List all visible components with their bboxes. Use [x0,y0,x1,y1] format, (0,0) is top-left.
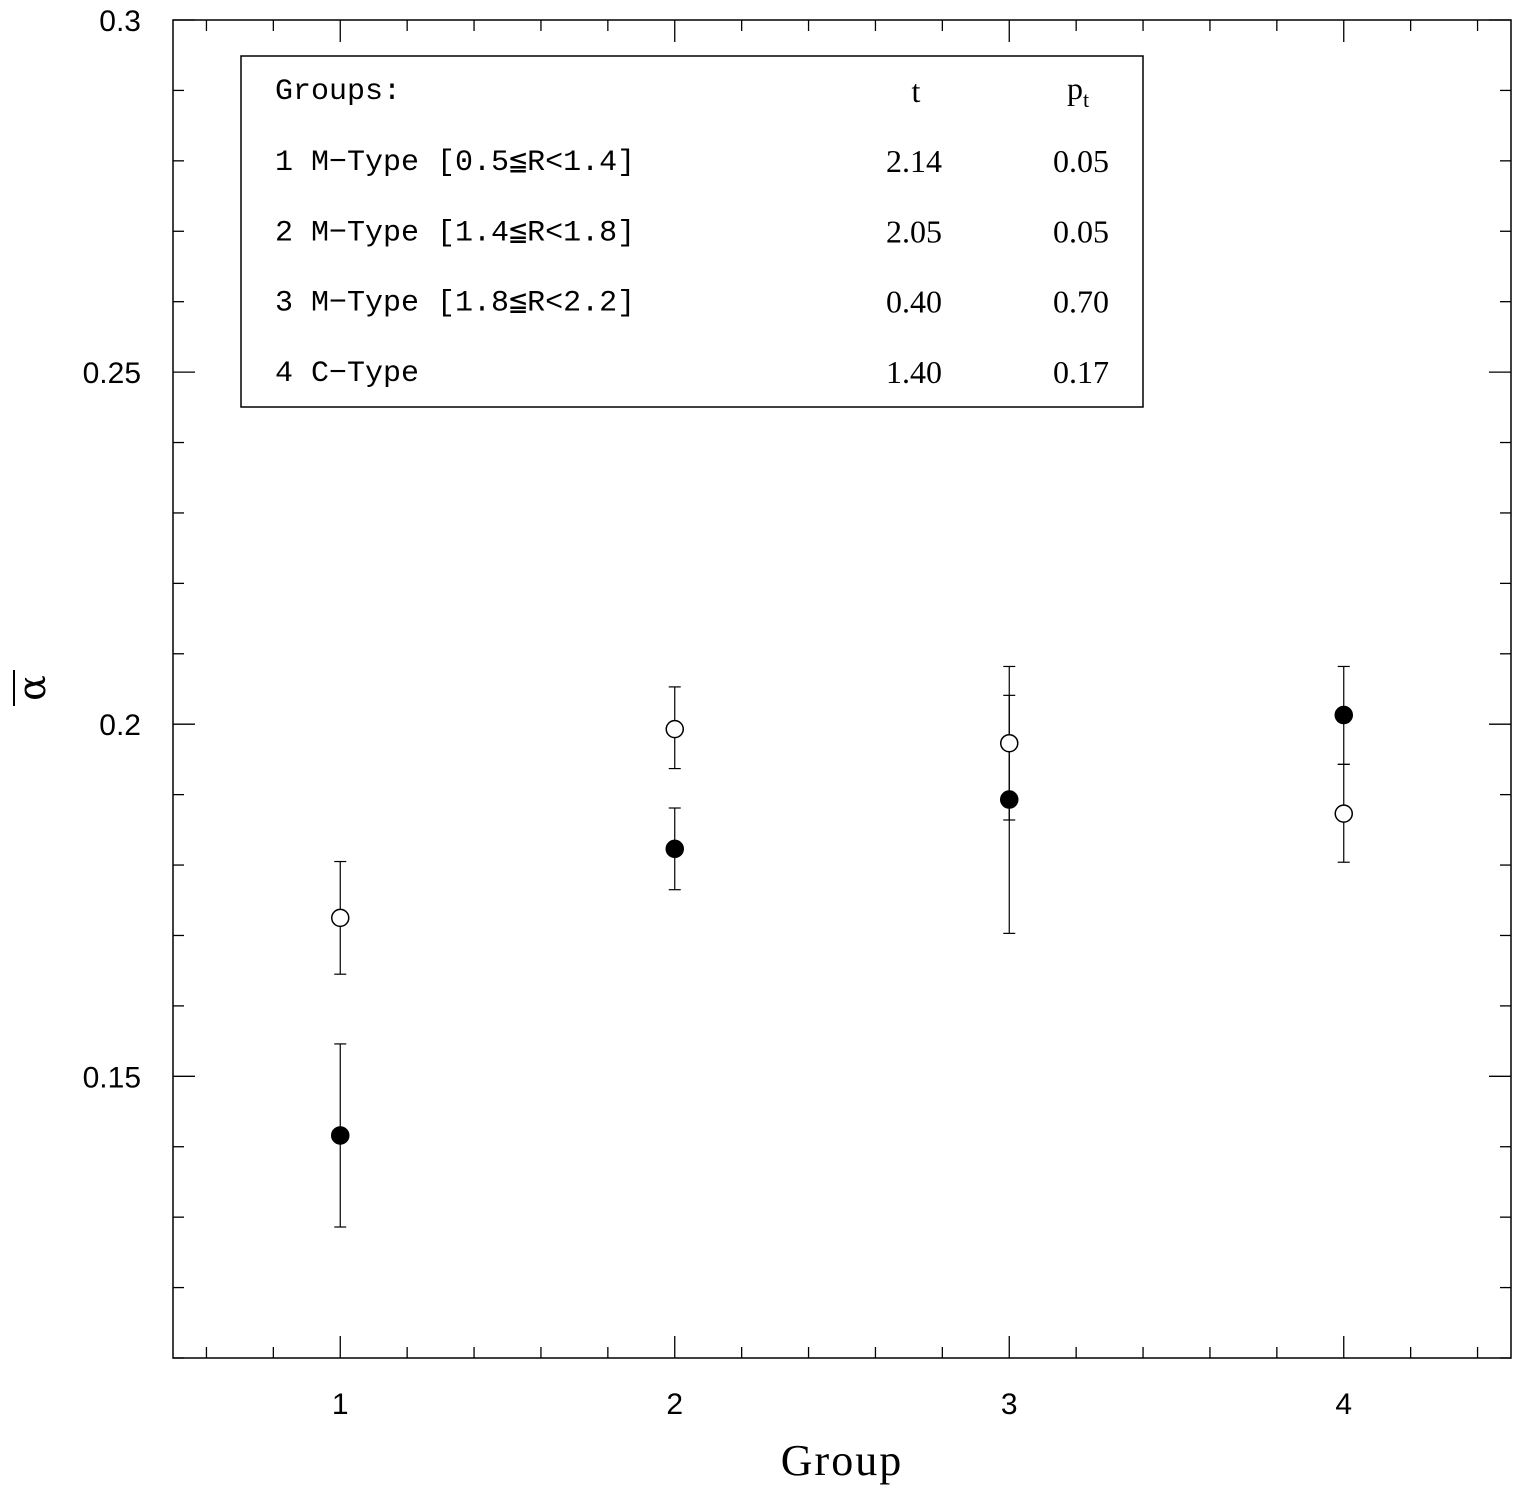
legend-box [240,55,1144,408]
y-tick-label: 0.3 [99,5,141,38]
y-tick-label: 0.15 [83,1061,141,1094]
x-axis-title: Group [781,1436,903,1485]
open-marker [665,719,684,739]
filled-marker [1000,790,1019,809]
open-marker [331,908,350,928]
legend-row-t: 1.40 [886,354,942,390]
legend-row-t: 2.14 [886,143,942,179]
legend-row-p: 0.17 [1053,354,1109,390]
error-bars [334,665,1350,1228]
y-tick-label: 0.2 [99,709,141,742]
open-marker [1334,804,1353,823]
y-tick-labels: 0.15 0.2 0.25 0.3 [83,5,141,1094]
plot-frame [172,19,1512,1359]
open-marker [1000,733,1019,753]
x-tick-label: 3 [1001,1388,1018,1421]
filled-marker [1334,705,1353,725]
x-tick-label: 1 [332,1388,349,1421]
y-axis-title-group: α [10,670,54,706]
x-tick-label: 2 [666,1388,683,1421]
legend-row-p: 0.05 [1053,143,1109,179]
filled-marker [665,839,684,859]
legend-row-label: 2 M−Type [1.4≦R<1.8] [275,216,635,250]
legend-header-p: pt [1067,70,1089,112]
y-tick-label: 0.25 [83,357,141,390]
legend-rows: 1 M−Type [0.5≦R<1.4] 2.14 0.05 2 M−Type [1.… [275,143,1109,391]
legend-header-p-sub: t [1083,87,1089,112]
legend-header-p-main: p [1067,70,1083,106]
legend-row-t: 0.40 [886,284,942,320]
x-tick-label: 4 [1335,1388,1352,1421]
y-axis-title: α [10,675,54,701]
x-tick-labels: 1 2 3 4 [332,1388,1352,1421]
legend-row-t: 2.05 [886,213,942,249]
axis-ticks [173,19,1511,1359]
legend-header-label: Groups: [275,75,401,109]
legend-row-p: 0.70 [1053,284,1109,320]
legend-row-p: 0.05 [1053,213,1109,249]
legend: Groups: t pt 1 M−Type [0.5≦R<1.4] 2.14 0.0… [240,55,1144,408]
legend-header-t: t [912,73,921,109]
filled-marker [331,1126,350,1145]
legend-row-label: 4 C−Type [275,357,419,391]
legend-row-label: 3 M−Type [1.8≦R<2.2] [275,287,635,321]
data-markers [331,705,1353,1145]
legend-row-label: 1 M−Type [0.5≦R<1.4] [275,146,635,180]
